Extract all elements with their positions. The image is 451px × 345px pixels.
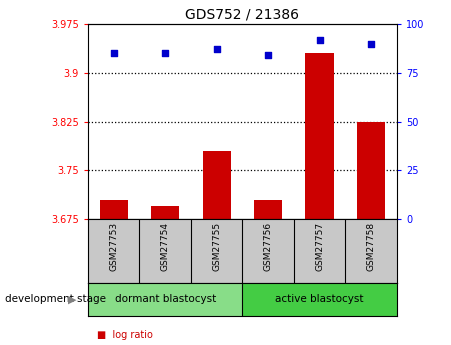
Text: active blastocyst: active blastocyst — [276, 294, 364, 304]
Bar — [305, 53, 334, 219]
Text: dormant blastocyst: dormant blastocyst — [115, 294, 216, 304]
Text: GSM27754: GSM27754 — [161, 222, 170, 271]
Point — [265, 52, 272, 58]
Point — [110, 51, 117, 56]
Bar — [100, 199, 128, 219]
Point — [161, 51, 169, 56]
Text: GSM27753: GSM27753 — [109, 222, 118, 272]
Text: GSM27756: GSM27756 — [264, 222, 273, 272]
Bar — [202, 151, 231, 219]
Bar — [151, 206, 179, 219]
Text: ▶: ▶ — [68, 294, 76, 304]
Text: ■  log ratio: ■ log ratio — [97, 330, 153, 339]
Text: GSM27755: GSM27755 — [212, 222, 221, 272]
Text: development stage: development stage — [5, 294, 106, 304]
Bar — [254, 199, 282, 219]
Bar — [243, 283, 397, 316]
Title: GDS752 / 21386: GDS752 / 21386 — [185, 8, 299, 22]
Point — [213, 47, 220, 52]
Text: GSM27758: GSM27758 — [367, 222, 376, 272]
Bar — [357, 121, 385, 219]
Bar — [88, 283, 243, 316]
Point — [368, 41, 375, 46]
Text: GSM27757: GSM27757 — [315, 222, 324, 272]
Point — [316, 37, 323, 42]
